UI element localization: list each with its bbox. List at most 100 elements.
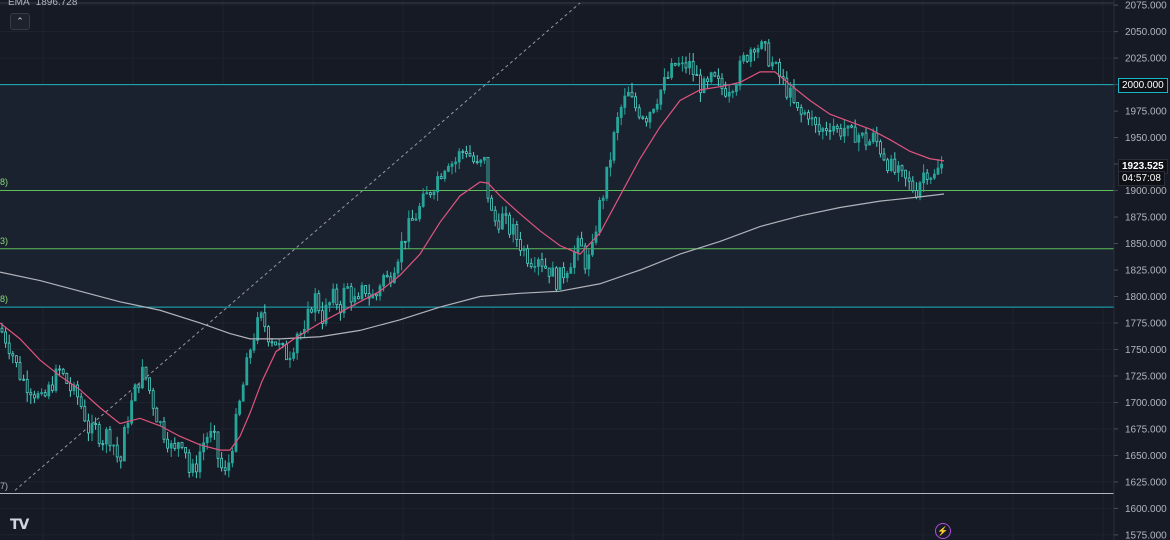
candle-body	[587, 254, 591, 270]
candle-body	[263, 312, 267, 328]
candle-body	[144, 366, 148, 379]
candle-body	[198, 451, 202, 473]
candle-body	[918, 182, 922, 198]
candle-body	[817, 124, 821, 132]
candle-body	[889, 158, 893, 172]
dashed-trendline	[14, 2, 581, 491]
price-axis-tick-label: 1725.000	[1125, 371, 1167, 382]
price-axis-tick-label: 1775.000	[1125, 318, 1167, 329]
candle-body	[328, 302, 332, 306]
candle-body	[911, 180, 915, 191]
candle-body	[54, 368, 58, 391]
candle-body	[51, 384, 54, 391]
candle-body	[76, 384, 79, 398]
candle-body	[893, 158, 897, 173]
candle-body	[317, 293, 321, 312]
candle-body	[605, 166, 609, 199]
candle-body	[270, 341, 274, 344]
candle-body	[803, 112, 807, 115]
indicator-value: 1896.728	[35, 0, 78, 8]
candle-body	[900, 165, 904, 171]
candle-body	[828, 130, 832, 132]
candle-body	[238, 400, 242, 415]
candle-body	[727, 91, 731, 97]
candle-body	[151, 390, 155, 409]
candle-body	[83, 406, 87, 422]
candle-body	[580, 238, 583, 247]
candle-body	[742, 55, 745, 62]
price-axis-tick-label: 1700.000	[1125, 398, 1167, 409]
candle-body	[464, 151, 468, 154]
candle-body	[58, 368, 61, 371]
candle-body	[61, 368, 65, 374]
candle-body	[519, 239, 522, 251]
candle-body	[929, 177, 933, 180]
candle-body	[871, 132, 875, 143]
candle-body	[853, 126, 857, 143]
ema-indicator-label[interactable]: EMA 1896.728	[8, 0, 77, 8]
candle-body	[97, 424, 101, 445]
candle-body	[940, 163, 943, 169]
candle-body	[623, 95, 627, 108]
candle-body	[490, 197, 494, 211]
candle-body	[868, 141, 871, 146]
bar-countdown: 04:57:08	[1118, 171, 1165, 186]
candle-body	[115, 444, 119, 458]
candle-body	[65, 372, 69, 385]
candle-body	[313, 293, 317, 313]
candle-body	[684, 62, 688, 69]
candle-body	[90, 423, 94, 434]
candle-body	[320, 310, 324, 324]
candle-body	[385, 274, 389, 278]
candle-body	[843, 127, 846, 137]
candle-body	[176, 442, 180, 449]
candle-body	[864, 132, 868, 146]
candle-body	[839, 128, 843, 137]
candle-body	[450, 163, 454, 167]
chevron-up-icon[interactable]: ⌃	[10, 13, 30, 30]
candle-body	[169, 443, 173, 449]
level-price-tag: 2000.000	[1118, 78, 1168, 93]
indicator-name: EMA	[8, 0, 30, 8]
price-axis-tick-label: 1950.000	[1125, 133, 1167, 144]
candle-body	[173, 443, 177, 449]
candle-body	[119, 456, 123, 462]
candle-body	[814, 117, 817, 126]
candle-body	[202, 442, 206, 453]
price-axis-tick-label: 1575.000	[1125, 530, 1167, 540]
candle-body	[886, 159, 889, 172]
candle-body	[227, 462, 231, 471]
candle-body	[706, 78, 709, 83]
candle-body	[310, 308, 314, 313]
candle-body	[511, 224, 515, 235]
candle-body	[209, 430, 213, 438]
candle-body	[493, 209, 497, 222]
candle-body	[220, 457, 224, 469]
tradingview-logo[interactable]: TV	[10, 517, 29, 533]
candle-body	[69, 383, 72, 392]
candle-body	[677, 62, 681, 66]
lightning-icon[interactable]: ⚡	[935, 523, 951, 539]
candle-body	[194, 463, 198, 473]
candle-body	[446, 166, 450, 172]
candle-body	[436, 176, 440, 193]
candle-body	[807, 112, 810, 120]
candle-body	[392, 272, 396, 284]
candle-body	[252, 340, 256, 351]
candle-body	[331, 288, 335, 304]
candle-body	[915, 190, 918, 198]
candle-body	[461, 151, 465, 153]
candle-body	[630, 91, 634, 98]
candle-body	[576, 238, 580, 253]
candle-body	[443, 170, 447, 179]
candle-body	[673, 62, 677, 66]
candle-body	[40, 392, 43, 395]
candle-body	[936, 167, 940, 175]
candle-body	[472, 155, 476, 163]
candle-body	[907, 177, 911, 182]
candle-body	[508, 214, 512, 235]
candle-body	[904, 169, 907, 179]
candle-body	[850, 125, 853, 128]
